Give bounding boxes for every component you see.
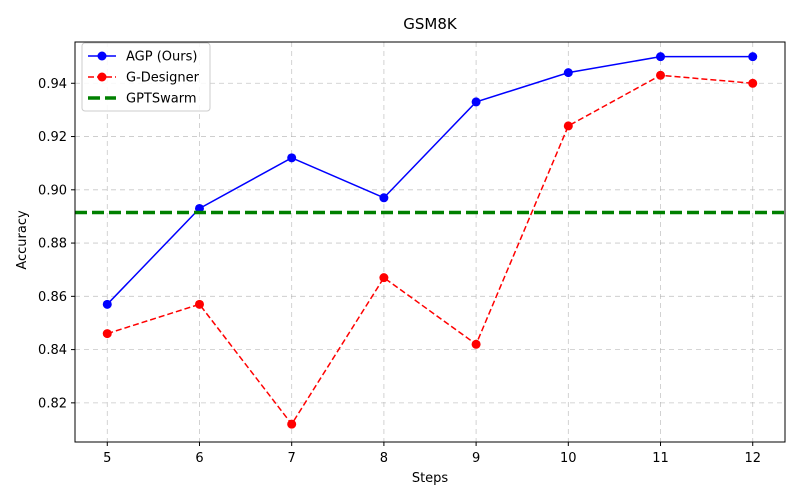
legend-box <box>81 42 211 112</box>
data-point-g-designer <box>748 78 758 88</box>
legend-label-gptswarm: GPTSwarm <box>126 92 196 107</box>
series-layer <box>75 52 785 429</box>
x-axis-label: Steps <box>412 471 449 486</box>
data-point-agp-ours <box>379 193 389 203</box>
x-tick-label: 5 <box>103 451 111 466</box>
y-tick-label: 0.86 <box>38 290 67 305</box>
data-point-g-designer <box>563 121 573 131</box>
legend-label-g-designer: G-Designer <box>126 71 200 86</box>
legend: AGP (Ours) G-Designer GPTSwarm <box>81 42 211 112</box>
x-tick-label: 11 <box>652 451 669 466</box>
x-tick-label: 9 <box>472 451 480 466</box>
y-tick-label: 0.82 <box>38 396 67 411</box>
x-tick-label: 12 <box>744 451 761 466</box>
x-tick-label: 8 <box>380 451 388 466</box>
plot-frame <box>74 41 786 443</box>
data-point-agp-ours <box>656 52 666 62</box>
chart-title: GSM8K <box>403 15 458 33</box>
data-point-g-designer <box>656 70 666 80</box>
data-point-g-designer <box>194 299 204 309</box>
data-point-g-designer <box>379 273 389 283</box>
data-point-agp-ours <box>748 52 758 62</box>
data-point-g-designer <box>287 419 297 429</box>
data-point-g-designer <box>471 339 481 349</box>
y-tick-label: 0.94 <box>38 77 67 92</box>
legend-marker-g-designer <box>97 72 107 82</box>
grid-layer <box>75 42 785 442</box>
x-tick-label: 6 <box>195 451 203 466</box>
series-line-agp-ours <box>106 55 753 305</box>
tick-layer: 5 6 7 8 9 10 11 12 0.82 0.84 0.86 0.88 0.90 0.92 0.94 <box>38 77 761 466</box>
y-axis-label: Accuracy <box>15 210 30 270</box>
y-tick-label: 0.90 <box>38 183 67 198</box>
data-point-agp-ours <box>563 68 573 78</box>
data-point-g-designer <box>102 329 112 339</box>
y-tick-label: 0.84 <box>38 343 67 358</box>
y-tick-label: 0.88 <box>38 237 67 252</box>
y-tick-label: 0.92 <box>38 130 67 145</box>
data-point-agp-ours <box>287 153 297 163</box>
legend-label-agp-ours: AGP (Ours) <box>126 50 197 65</box>
data-point-agp-ours <box>102 299 112 309</box>
data-point-agp-ours <box>471 97 481 107</box>
x-tick-label: 7 <box>288 451 296 466</box>
x-tick-label: 10 <box>560 451 577 466</box>
legend-marker-agp-ours <box>97 51 107 61</box>
series-line-g-designer <box>107 74 753 426</box>
